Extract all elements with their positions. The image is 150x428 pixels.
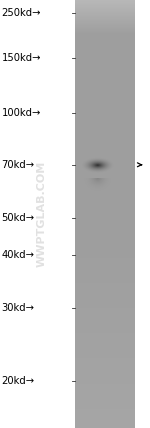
- Text: 250kd→: 250kd→: [2, 8, 41, 18]
- Text: WWPTGLAB.COM: WWPTGLAB.COM: [37, 161, 47, 267]
- Text: 50kd→: 50kd→: [2, 213, 35, 223]
- Text: 150kd→: 150kd→: [2, 53, 41, 63]
- Text: 40kd→: 40kd→: [2, 250, 34, 260]
- Text: 100kd→: 100kd→: [2, 108, 41, 119]
- Text: 70kd→: 70kd→: [2, 160, 35, 170]
- Text: 20kd→: 20kd→: [2, 376, 35, 386]
- Text: 30kd→: 30kd→: [2, 303, 34, 313]
